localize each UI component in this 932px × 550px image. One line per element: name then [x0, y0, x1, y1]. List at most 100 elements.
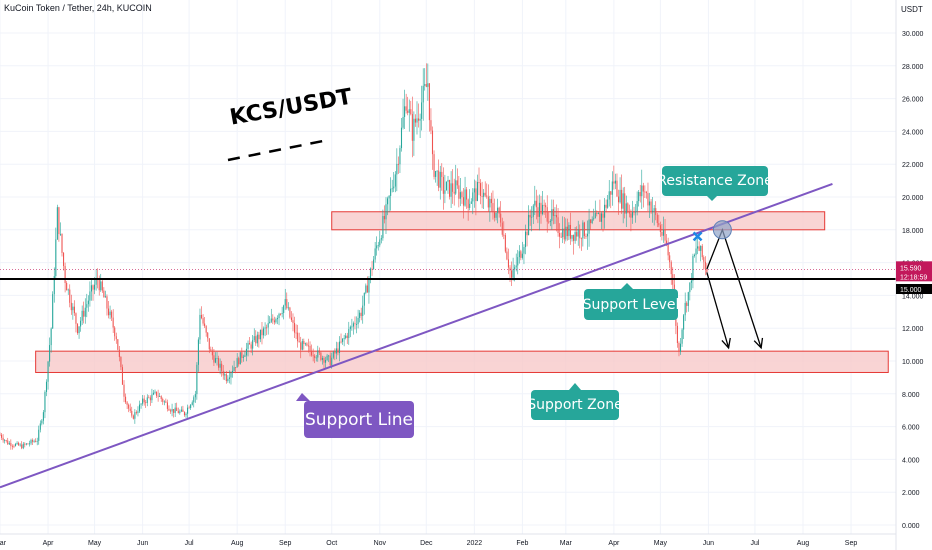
candle-body [169, 410, 172, 412]
candle-body [662, 229, 665, 236]
candle-body [326, 355, 328, 360]
candle-body [613, 181, 615, 184]
candle-body [283, 305, 285, 313]
candle-body [421, 102, 423, 119]
candle-body [624, 193, 626, 214]
candle-body [227, 378, 229, 382]
candle-body [526, 231, 528, 236]
candle-body [438, 170, 440, 188]
candle-body [555, 215, 558, 218]
candle-body [413, 118, 415, 141]
candle-body [165, 401, 167, 403]
candle-body [241, 352, 243, 358]
candle-body [264, 327, 266, 329]
candle-body [295, 332, 297, 334]
candle-body [225, 374, 227, 382]
candle-body [591, 219, 593, 224]
candle-body [569, 224, 572, 239]
candle-body [492, 203, 494, 213]
candle-body [639, 192, 641, 197]
x-tick-label: Sep [279, 540, 292, 547]
candle-body [608, 191, 610, 200]
candle-body [80, 320, 82, 327]
candle-body [394, 174, 396, 187]
candle-body [86, 304, 88, 308]
candle-body [332, 351, 334, 358]
candle-body [58, 207, 60, 235]
candle-body [360, 312, 362, 316]
candle-body [151, 394, 153, 401]
candle-body [701, 245, 703, 258]
forecast-path [706, 272, 730, 349]
candle-body [577, 229, 579, 237]
candle-body [61, 233, 63, 253]
candle-body [411, 114, 413, 141]
candle-body [506, 251, 508, 260]
x-tick-label: Nov [374, 540, 387, 547]
candle-body [538, 202, 541, 217]
candle-body [103, 290, 105, 298]
y-tick-label: 28.000 [902, 64, 924, 71]
candle-body [590, 219, 592, 224]
candle-body [655, 208, 657, 215]
candle-body [383, 216, 385, 220]
candle-body [396, 163, 398, 175]
candle-body [453, 191, 455, 194]
candle-body [142, 398, 144, 404]
candle-body [145, 402, 147, 404]
candle-body [272, 318, 274, 321]
title-dashed-underline [227, 138, 329, 162]
candle-body [300, 342, 302, 350]
candle-body [200, 314, 203, 319]
candle-body [334, 351, 336, 354]
candle-body [146, 397, 148, 403]
candle-body [469, 203, 471, 208]
candle-body [208, 338, 210, 350]
candle-body [619, 189, 621, 203]
candle-body [563, 228, 565, 240]
candle-body [493, 212, 496, 218]
candle-body [162, 399, 164, 402]
candle-body [269, 321, 271, 324]
candle-body [255, 336, 257, 344]
candle-body [259, 329, 261, 340]
candle-body [19, 444, 21, 446]
candle-body [303, 341, 305, 345]
y-tick-label: 6.000 [902, 425, 920, 432]
candle-body [14, 443, 17, 446]
candle-body [41, 420, 43, 424]
candle-body [95, 278, 97, 285]
candle-body [379, 239, 381, 246]
candle-body [523, 247, 525, 254]
candle-body [645, 192, 647, 194]
candle-body [698, 246, 700, 251]
candle-body [342, 338, 344, 342]
y-tick-label: 2.000 [902, 490, 920, 497]
y-tick-label: 0.000 [902, 523, 920, 530]
candle-body [76, 323, 79, 334]
y-tick-label: 24.000 [902, 129, 924, 136]
candle-body [540, 202, 542, 215]
candle-body [250, 344, 252, 349]
candle-body [393, 186, 395, 189]
candle-body [318, 350, 320, 353]
candle-body [4, 440, 6, 441]
candle-body [385, 204, 387, 220]
candle-body [301, 341, 303, 350]
level-price-value: 15.000 [900, 287, 922, 294]
candle-body [490, 198, 492, 204]
candle-body [221, 363, 223, 371]
candle-body [548, 221, 550, 223]
candle-body [311, 350, 313, 356]
y-tick-label: 30.000 [902, 31, 924, 38]
candle-body [524, 231, 527, 248]
candle-body [693, 254, 696, 256]
candle-body [368, 279, 370, 293]
candle-body [123, 384, 125, 397]
candle-body [703, 257, 705, 262]
support-level-callout: Support Level [583, 289, 679, 320]
candle-body [616, 180, 618, 197]
candle-body [520, 251, 522, 258]
candle-body [5, 440, 7, 441]
